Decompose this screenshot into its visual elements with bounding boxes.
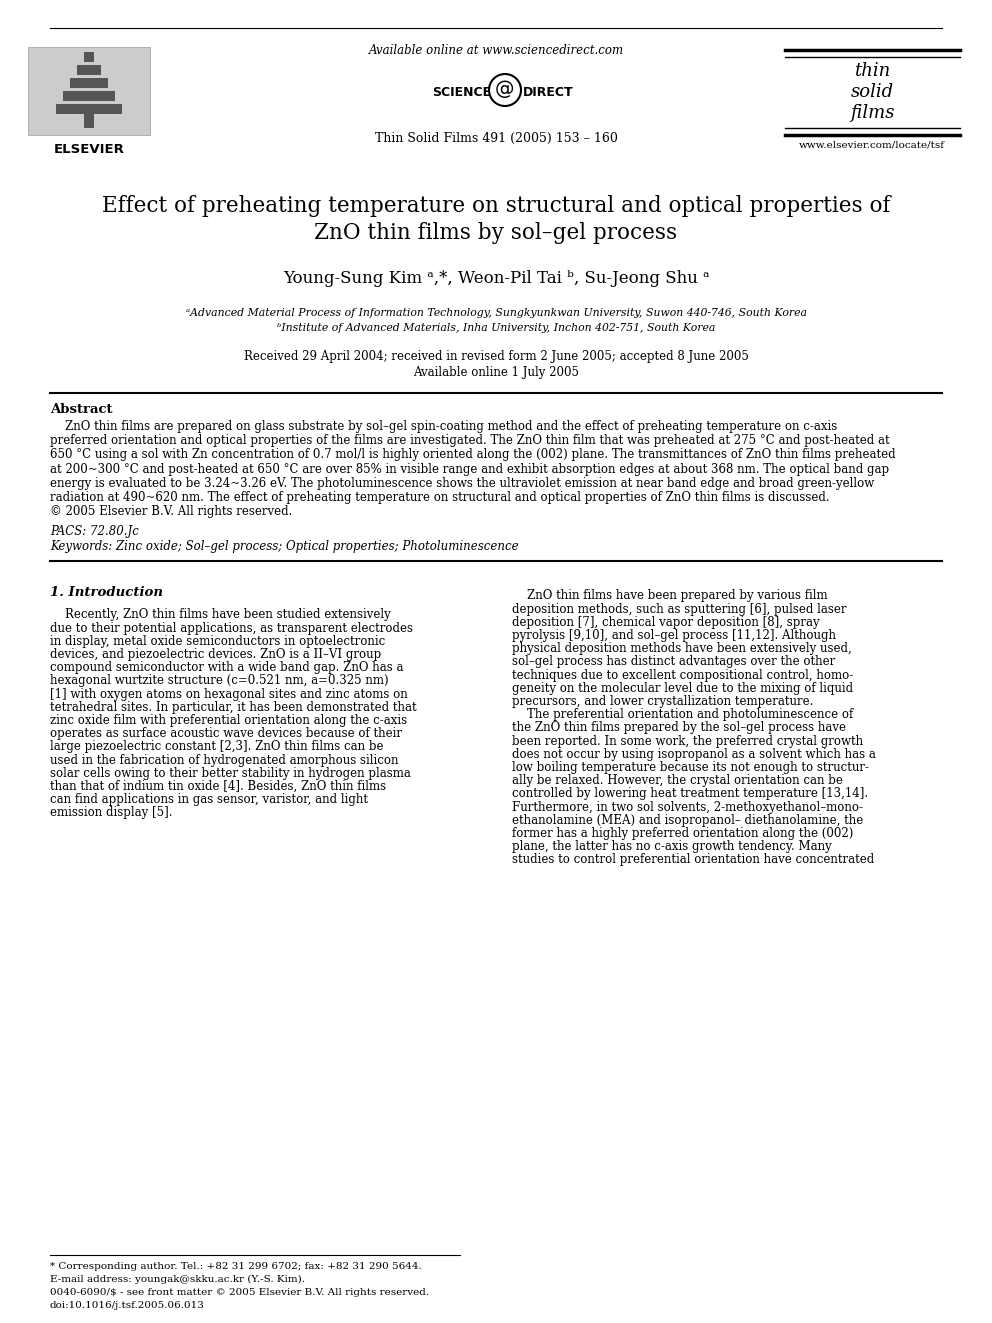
- Text: ·: ·: [566, 83, 570, 97]
- Text: than that of indium tin oxide [4]. Besides, ZnO thin films: than that of indium tin oxide [4]. Besid…: [50, 781, 386, 792]
- Text: can find applications in gas sensor, varistor, and light: can find applications in gas sensor, var…: [50, 794, 368, 806]
- Bar: [77, 65, 101, 75]
- Text: ᵃAdvanced Material Process of Information Technology, Sungkyunkwan University, S: ᵃAdvanced Material Process of Informatio…: [186, 308, 806, 318]
- Bar: [56, 105, 122, 114]
- Text: former has a highly preferred orientation along the (002): former has a highly preferred orientatio…: [512, 827, 853, 840]
- Text: © 2005 Elsevier B.V. All rights reserved.: © 2005 Elsevier B.V. All rights reserved…: [50, 505, 293, 519]
- Bar: [63, 91, 115, 101]
- Bar: [70, 78, 108, 89]
- Text: preferred orientation and optical properties of the films are investigated. The : preferred orientation and optical proper…: [50, 434, 890, 447]
- Text: Abstract: Abstract: [50, 404, 112, 415]
- Text: precursors, and lower crystallization temperature.: precursors, and lower crystallization te…: [512, 695, 813, 708]
- Text: DIRECT: DIRECT: [523, 86, 573, 98]
- Text: devices, and piezoelectric devices. ZnO is a II–VI group: devices, and piezoelectric devices. ZnO …: [50, 648, 381, 662]
- Text: operates as surface acoustic wave devices because of their: operates as surface acoustic wave device…: [50, 728, 402, 740]
- Text: Received 29 April 2004; received in revised form 2 June 2005; accepted 8 June 20: Received 29 April 2004; received in revi…: [244, 351, 748, 363]
- Text: zinc oxide film with preferential orientation along the c-axis: zinc oxide film with preferential orient…: [50, 714, 407, 728]
- Text: deposition methods, such as sputtering [6], pulsed laser: deposition methods, such as sputtering […: [512, 602, 846, 615]
- Bar: [84, 110, 94, 128]
- Text: Furthermore, in two sol solvents, 2-methoxyethanol–mono-: Furthermore, in two sol solvents, 2-meth…: [512, 800, 863, 814]
- Text: compound semiconductor with a wide band gap. ZnO has a: compound semiconductor with a wide band …: [50, 662, 404, 675]
- Text: Keywords: Zinc oxide; Sol–gel process; Optical properties; Photoluminescence: Keywords: Zinc oxide; Sol–gel process; O…: [50, 540, 519, 553]
- Text: physical deposition methods have been extensively used,: physical deposition methods have been ex…: [512, 642, 852, 655]
- Text: solar cells owing to their better stability in hydrogen plasma: solar cells owing to their better stabil…: [50, 767, 411, 779]
- Text: Recently, ZnO thin films have been studied extensively: Recently, ZnO thin films have been studi…: [50, 609, 391, 622]
- Text: PACS: 72.80.Jc: PACS: 72.80.Jc: [50, 525, 139, 538]
- Text: Effect of preheating temperature on structural and optical properties of: Effect of preheating temperature on stru…: [102, 194, 890, 217]
- Text: Available online at www.sciencedirect.com: Available online at www.sciencedirect.co…: [368, 44, 624, 57]
- Text: * Corresponding author. Tel.: +82 31 299 6702; fax: +82 31 290 5644.: * Corresponding author. Tel.: +82 31 299…: [50, 1262, 422, 1271]
- Text: radiation at 490~620 nm. The effect of preheating temperature on structural and : radiation at 490~620 nm. The effect of p…: [50, 491, 829, 504]
- Text: sol–gel process has distinct advantages over the other: sol–gel process has distinct advantages …: [512, 655, 835, 668]
- Text: does not occur by using isopropanol as a solvent which has a: does not occur by using isopropanol as a…: [512, 747, 876, 761]
- Text: solid: solid: [850, 83, 894, 101]
- Bar: [28, 48, 150, 135]
- Text: studies to control preferential orientation have concentrated: studies to control preferential orientat…: [512, 853, 874, 867]
- Text: hexagonal wurtzite structure (c=0.521 nm, a=0.325 nm): hexagonal wurtzite structure (c=0.521 nm…: [50, 675, 389, 688]
- Text: deposition [7], chemical vapor deposition [8], spray: deposition [7], chemical vapor depositio…: [512, 615, 819, 628]
- Text: tetrahedral sites. In particular, it has been demonstrated that: tetrahedral sites. In particular, it has…: [50, 701, 417, 714]
- Text: films: films: [850, 105, 894, 122]
- Text: at 200~300 °C and post-heated at 650 °C are over 85% in visible range and exhibi: at 200~300 °C and post-heated at 650 °C …: [50, 463, 889, 475]
- Text: ᵇInstitute of Advanced Materials, Inha University, Inchon 402-751, South Korea: ᵇInstitute of Advanced Materials, Inha U…: [277, 323, 715, 333]
- Text: 650 °C using a sol with Zn concentration of 0.7 mol/l is highly oriented along t: 650 °C using a sol with Zn concentration…: [50, 448, 896, 462]
- Text: large piezoelectric constant [2,3]. ZnO thin films can be: large piezoelectric constant [2,3]. ZnO …: [50, 741, 384, 753]
- Text: emission display [5].: emission display [5].: [50, 807, 173, 819]
- Text: ZnO thin films by sol–gel process: ZnO thin films by sol–gel process: [314, 222, 678, 243]
- Text: ZnO thin films are prepared on glass substrate by sol–gel spin-coating method an: ZnO thin films are prepared on glass sub…: [50, 419, 837, 433]
- Text: in display, metal oxide semiconductors in optoelectronic: in display, metal oxide semiconductors i…: [50, 635, 385, 648]
- Text: ZnO thin films have been prepared by various film: ZnO thin films have been prepared by var…: [512, 590, 827, 602]
- Text: been reported. In some work, the preferred crystal growth: been reported. In some work, the preferr…: [512, 734, 863, 747]
- Text: due to their potential applications, as transparent electrodes: due to their potential applications, as …: [50, 622, 413, 635]
- Text: techniques due to excellent compositional control, homo-: techniques due to excellent compositiona…: [512, 668, 853, 681]
- Text: low boiling temperature because its not enough to structur-: low boiling temperature because its not …: [512, 761, 869, 774]
- Text: pyrolysis [9,10], and sol–gel process [11,12]. Although: pyrolysis [9,10], and sol–gel process [1…: [512, 628, 836, 642]
- Text: E-mail address: youngak@skku.ac.kr (Y.-S. Kim).: E-mail address: youngak@skku.ac.kr (Y.-S…: [50, 1275, 305, 1285]
- Text: www.elsevier.com/locate/tsf: www.elsevier.com/locate/tsf: [799, 140, 945, 149]
- Text: controlled by lowering heat treatment temperature [13,14].: controlled by lowering heat treatment te…: [512, 787, 868, 800]
- Text: Thin Solid Films 491 (2005) 153 – 160: Thin Solid Films 491 (2005) 153 – 160: [375, 131, 617, 144]
- Text: SCIENCE: SCIENCE: [432, 86, 491, 98]
- Text: Available online 1 July 2005: Available online 1 July 2005: [413, 366, 579, 378]
- Text: ethanolamine (MEA) and isopropanol– diethanolamine, the: ethanolamine (MEA) and isopropanol– diet…: [512, 814, 863, 827]
- Text: The preferential orientation and photoluminescence of: The preferential orientation and photolu…: [512, 708, 853, 721]
- Text: 0040-6090/$ - see front matter © 2005 Elsevier B.V. All rights reserved.: 0040-6090/$ - see front matter © 2005 El…: [50, 1289, 430, 1297]
- Text: geneity on the molecular level due to the mixing of liquid: geneity on the molecular level due to th…: [512, 681, 853, 695]
- Text: doi:10.1016/j.tsf.2005.06.013: doi:10.1016/j.tsf.2005.06.013: [50, 1301, 205, 1310]
- Text: [1] with oxygen atoms on hexagonal sites and zinc atoms on: [1] with oxygen atoms on hexagonal sites…: [50, 688, 408, 701]
- Text: ELSEVIER: ELSEVIER: [54, 143, 124, 156]
- Text: 1. Introduction: 1. Introduction: [50, 586, 163, 599]
- Text: thin: thin: [854, 62, 890, 79]
- Text: ally be relaxed. However, the crystal orientation can be: ally be relaxed. However, the crystal or…: [512, 774, 843, 787]
- Text: energy is evaluated to be 3.24~3.26 eV. The photoluminescence shows the ultravio: energy is evaluated to be 3.24~3.26 eV. …: [50, 476, 874, 490]
- Text: used in the fabrication of hydrogenated amorphous silicon: used in the fabrication of hydrogenated …: [50, 754, 399, 766]
- Bar: [84, 52, 94, 62]
- Text: @: @: [495, 81, 515, 99]
- Text: the ZnO thin films prepared by the sol–gel process have: the ZnO thin films prepared by the sol–g…: [512, 721, 846, 734]
- Text: Young-Sung Kim ᵃ,*, Weon-Pil Tai ᵇ, Su-Jeong Shu ᵃ: Young-Sung Kim ᵃ,*, Weon-Pil Tai ᵇ, Su-J…: [283, 270, 709, 287]
- Text: plane, the latter has no c-axis growth tendency. Many: plane, the latter has no c-axis growth t…: [512, 840, 831, 853]
